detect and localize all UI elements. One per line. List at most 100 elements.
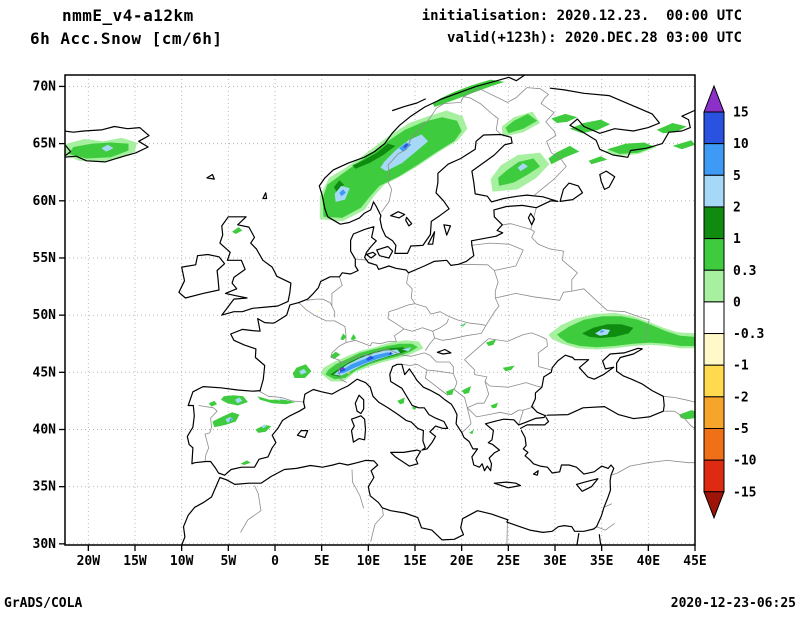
snow-area bbox=[403, 143, 409, 149]
country-border bbox=[663, 410, 695, 429]
country-border bbox=[351, 469, 365, 509]
lon-tick-label: 45E bbox=[683, 554, 706, 569]
coastline bbox=[350, 415, 367, 443]
colorbar-label: 2 bbox=[733, 200, 741, 215]
snow-area bbox=[505, 113, 538, 134]
colorbar-label: -2 bbox=[733, 390, 749, 405]
coastline bbox=[532, 470, 539, 476]
snow-area bbox=[208, 400, 218, 407]
lat-tick-label: 50N bbox=[33, 308, 57, 323]
snow-area bbox=[502, 365, 515, 372]
country-border bbox=[463, 96, 502, 135]
lon-tick-label: 15W bbox=[123, 554, 147, 569]
coastline bbox=[219, 216, 292, 316]
snow-area bbox=[352, 143, 396, 169]
snow-area bbox=[679, 410, 695, 420]
country-border bbox=[331, 276, 343, 318]
colorbar-label: -15 bbox=[733, 485, 756, 500]
country-border bbox=[463, 87, 528, 103]
coastlines bbox=[65, 75, 695, 545]
country-border bbox=[526, 87, 567, 196]
snow-area bbox=[551, 113, 578, 123]
lat-tick-label: 60N bbox=[33, 194, 57, 209]
coastline bbox=[206, 173, 215, 180]
coastline bbox=[365, 251, 377, 259]
colorbar-label: 1 bbox=[733, 232, 741, 247]
country-border bbox=[240, 485, 262, 533]
country-border bbox=[494, 249, 524, 271]
lon-tick-label: 5W bbox=[221, 554, 237, 569]
lon-tick-label: 0 bbox=[271, 554, 279, 569]
snow-area bbox=[340, 333, 347, 341]
country-border bbox=[603, 503, 613, 508]
snow-area bbox=[485, 339, 497, 346]
country-border bbox=[596, 522, 615, 531]
colorbar-segment bbox=[703, 206, 725, 240]
coastline bbox=[443, 224, 452, 236]
snow-area bbox=[548, 145, 580, 165]
country-border bbox=[502, 223, 531, 230]
lat-tick-label: 55N bbox=[33, 251, 57, 266]
country-border bbox=[306, 298, 333, 307]
coastline bbox=[390, 211, 406, 219]
lon-tick-label: 35E bbox=[590, 554, 613, 569]
grads-credit: GrADS/COLA bbox=[4, 596, 83, 611]
country-border bbox=[530, 229, 550, 250]
lat-tick-label: 35N bbox=[33, 480, 57, 495]
initialisation-time: initialisation: 2020.12.23. 00:00 UTC bbox=[421, 8, 742, 24]
colorbar-segment bbox=[703, 428, 725, 461]
snow-area bbox=[569, 119, 611, 134]
country-border bbox=[414, 303, 486, 326]
snow-area bbox=[229, 418, 233, 422]
country-border bbox=[506, 522, 508, 545]
snow-area bbox=[234, 397, 243, 404]
snow-area bbox=[397, 397, 405, 405]
country-border bbox=[531, 332, 552, 371]
coastline bbox=[493, 481, 522, 489]
snow-area bbox=[277, 398, 284, 401]
colorbar-top-arrow bbox=[703, 84, 725, 113]
country-border bbox=[488, 332, 532, 342]
colorbar-segment bbox=[703, 111, 725, 145]
colorbar-label: 15 bbox=[733, 106, 749, 121]
country-border bbox=[198, 405, 218, 462]
coastline bbox=[178, 253, 226, 299]
snow-area bbox=[461, 386, 471, 395]
snow-area bbox=[317, 309, 321, 313]
coastline bbox=[520, 430, 615, 530]
country-border bbox=[424, 325, 487, 351]
lat-tick-label: 45N bbox=[33, 365, 57, 380]
coastline bbox=[427, 231, 436, 245]
colorbar-label: -1 bbox=[733, 359, 749, 374]
snow-shading bbox=[65, 79, 695, 465]
snow-area bbox=[240, 460, 251, 465]
coastline bbox=[296, 430, 309, 439]
colorbar-segment bbox=[703, 301, 725, 335]
country-border bbox=[495, 288, 650, 340]
snow-area bbox=[340, 367, 345, 371]
colorbar-bottom-arrow bbox=[703, 491, 725, 520]
lon-tick-label: 20W bbox=[77, 554, 101, 569]
coastline bbox=[559, 182, 584, 202]
country-border bbox=[258, 390, 305, 403]
country-border bbox=[464, 359, 488, 382]
snow-area bbox=[350, 334, 357, 341]
coastline bbox=[262, 192, 268, 200]
lon-tick-label: 40E bbox=[637, 554, 660, 569]
country-border bbox=[484, 381, 542, 388]
lon-tick-label: 15E bbox=[403, 554, 426, 569]
colorbar-label: -0.3 bbox=[733, 327, 764, 342]
coastline bbox=[527, 212, 536, 226]
colorbar-segment bbox=[703, 174, 725, 208]
colorbar-label: -5 bbox=[733, 422, 749, 437]
country-border bbox=[467, 406, 535, 418]
country-border bbox=[403, 327, 435, 339]
country-border bbox=[338, 361, 348, 383]
colorbar-segment bbox=[703, 396, 725, 430]
lon-tick-label: 30E bbox=[543, 554, 566, 569]
snow-area bbox=[333, 180, 345, 192]
snow-area bbox=[257, 396, 296, 405]
coastline bbox=[549, 87, 695, 158]
snow-area bbox=[461, 323, 465, 326]
country-border bbox=[298, 302, 347, 343]
